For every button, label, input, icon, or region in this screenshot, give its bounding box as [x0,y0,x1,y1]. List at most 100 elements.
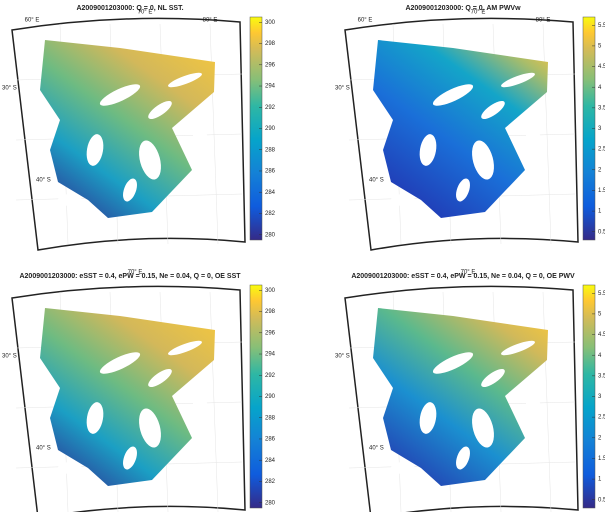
colorbar-tick-label: 298 [265,41,276,47]
colorbar-tick-label: 1.5 [598,456,605,462]
data-gap [525,130,541,150]
data-gap [123,178,137,202]
data-gap [148,100,172,120]
panel-title: A2009001203000: Q = 0, AM PWVw [405,5,521,12]
panel-title: A2009001203000: Q = 0, NL SST. [76,5,183,12]
data-gap [192,398,208,418]
data-gap [432,352,474,374]
colorbar-tick-label: 3.5 [598,105,605,111]
data-gap [99,352,141,374]
data-gap [472,140,494,180]
data-gap [192,130,208,150]
lon-label: 60° E [25,18,40,24]
data-gap [58,462,82,474]
graticule [209,291,219,512]
data-gap [481,100,505,120]
colorbar-tick-label: 2.5 [598,415,605,421]
colorbar-tick-label: 296 [265,62,276,68]
panel-title: A2009001203000: eSST = 0.4, ePW = 0.15, … [19,273,241,280]
lon-label: 70° E [138,10,153,16]
colorbar-tick-label: 288 [265,415,276,421]
colorbar-tick-label: 5 [598,311,602,317]
data-gap [168,72,202,88]
colorbar-tick-label: 296 [265,330,276,336]
data-gap [86,402,104,434]
colorbar-tick-label: 280 [265,500,276,506]
colorbar-tick-label: 0.5 [598,497,605,503]
panel: A2009001203000: Q = 0, NL SST. 60° E 70° E… [2,5,276,251]
colorbar-tick-label: 2.5 [598,147,605,153]
data-gap [525,398,541,418]
colorbar-tick-label: 4 [598,85,602,91]
colorbar-tick-label: 1 [598,477,602,483]
panel-title: A2009001203000: eSST = 0.4, ePW = 0.15, … [351,273,575,280]
lat-label: 30° S [335,354,350,360]
lat-label: 30° S [2,354,17,360]
lat-label: 40° S [36,178,51,184]
lat-label: 30° S [2,86,17,92]
lon-label: 80° E [203,18,218,24]
data-gap [391,462,415,474]
data-gap [99,84,141,106]
colorbar-tick-label: 1 [598,209,602,215]
colorbar-tick-label: 4.5 [598,332,605,338]
lat-label: 40° S [36,446,51,452]
colorbar-tick-label: 284 [265,190,276,196]
data-gap [501,340,535,356]
panel: A2009001203000: eSST = 0.4, ePW = 0.15, … [335,270,605,512]
data-gap [148,368,172,388]
lon-label: 60° E [358,18,373,24]
colorbar-tick-label: 282 [265,211,276,217]
colorbar-tick-label: 286 [265,169,276,175]
graticule [542,23,552,245]
colorbar-tick-label: 300 [265,288,276,294]
data-gap [419,402,437,434]
data-gap [139,408,161,448]
data-gap [481,368,505,388]
data-gap [58,194,82,206]
colorbar-tick-label: 292 [265,373,276,379]
lon-label: 70° E [128,270,143,276]
colorbar-tick-label: 290 [265,126,276,132]
colorbar-tick-label: 2 [598,167,602,173]
colorbar-tick-label: 3 [598,394,602,400]
data-gap [139,140,161,180]
colorbar-tick-label: 4.5 [598,64,605,70]
data-gap [86,134,104,166]
lon-label: 80° E [536,18,551,24]
colorbar-tick-label: 282 [265,479,276,485]
colorbar-tick-label: 294 [265,352,276,358]
colorbar-tick-label: 286 [265,437,276,443]
data-gap [391,194,415,206]
colorbar-tick-label: 290 [265,394,276,400]
colorbar-tick-label: 284 [265,458,276,464]
data-gap [456,446,470,470]
graticule [209,23,219,245]
panel: A2009001203000: eSST = 0.4, ePW = 0.15, … [2,270,276,512]
colorbar-tick-label: 3 [598,126,602,132]
lat-label: 40° S [369,178,384,184]
colorbar-tick-label: 5.5 [598,291,605,297]
colorbar-tick-label: 4 [598,353,602,359]
colorbar-tick-label: 294 [265,84,276,90]
colorbar-tick-label: 5 [598,43,602,49]
data-gap [419,134,437,166]
colorbar-tick-label: 292 [265,105,276,111]
lon-label: 70° E [471,10,486,16]
data-gap [456,178,470,202]
panel: A2009001203000: Q = 0, AM PWVw 60° E 70° E… [335,5,605,251]
lat-label: 30° S [335,86,350,92]
data-gap [432,84,474,106]
data-gap [123,446,137,470]
data-gap [501,72,535,88]
colorbar-tick-label: 0.5 [598,229,605,235]
colorbar-tick-label: 1.5 [598,188,605,194]
colorbar-tick-label: 300 [265,20,276,26]
data-gap [472,408,494,448]
colorbar-tick-label: 2 [598,435,602,441]
colorbar-tick-label: 298 [265,309,276,315]
graticule [542,291,552,512]
colorbar-tick-label: 5.5 [598,23,605,29]
colorbar-tick-label: 3.5 [598,373,605,379]
